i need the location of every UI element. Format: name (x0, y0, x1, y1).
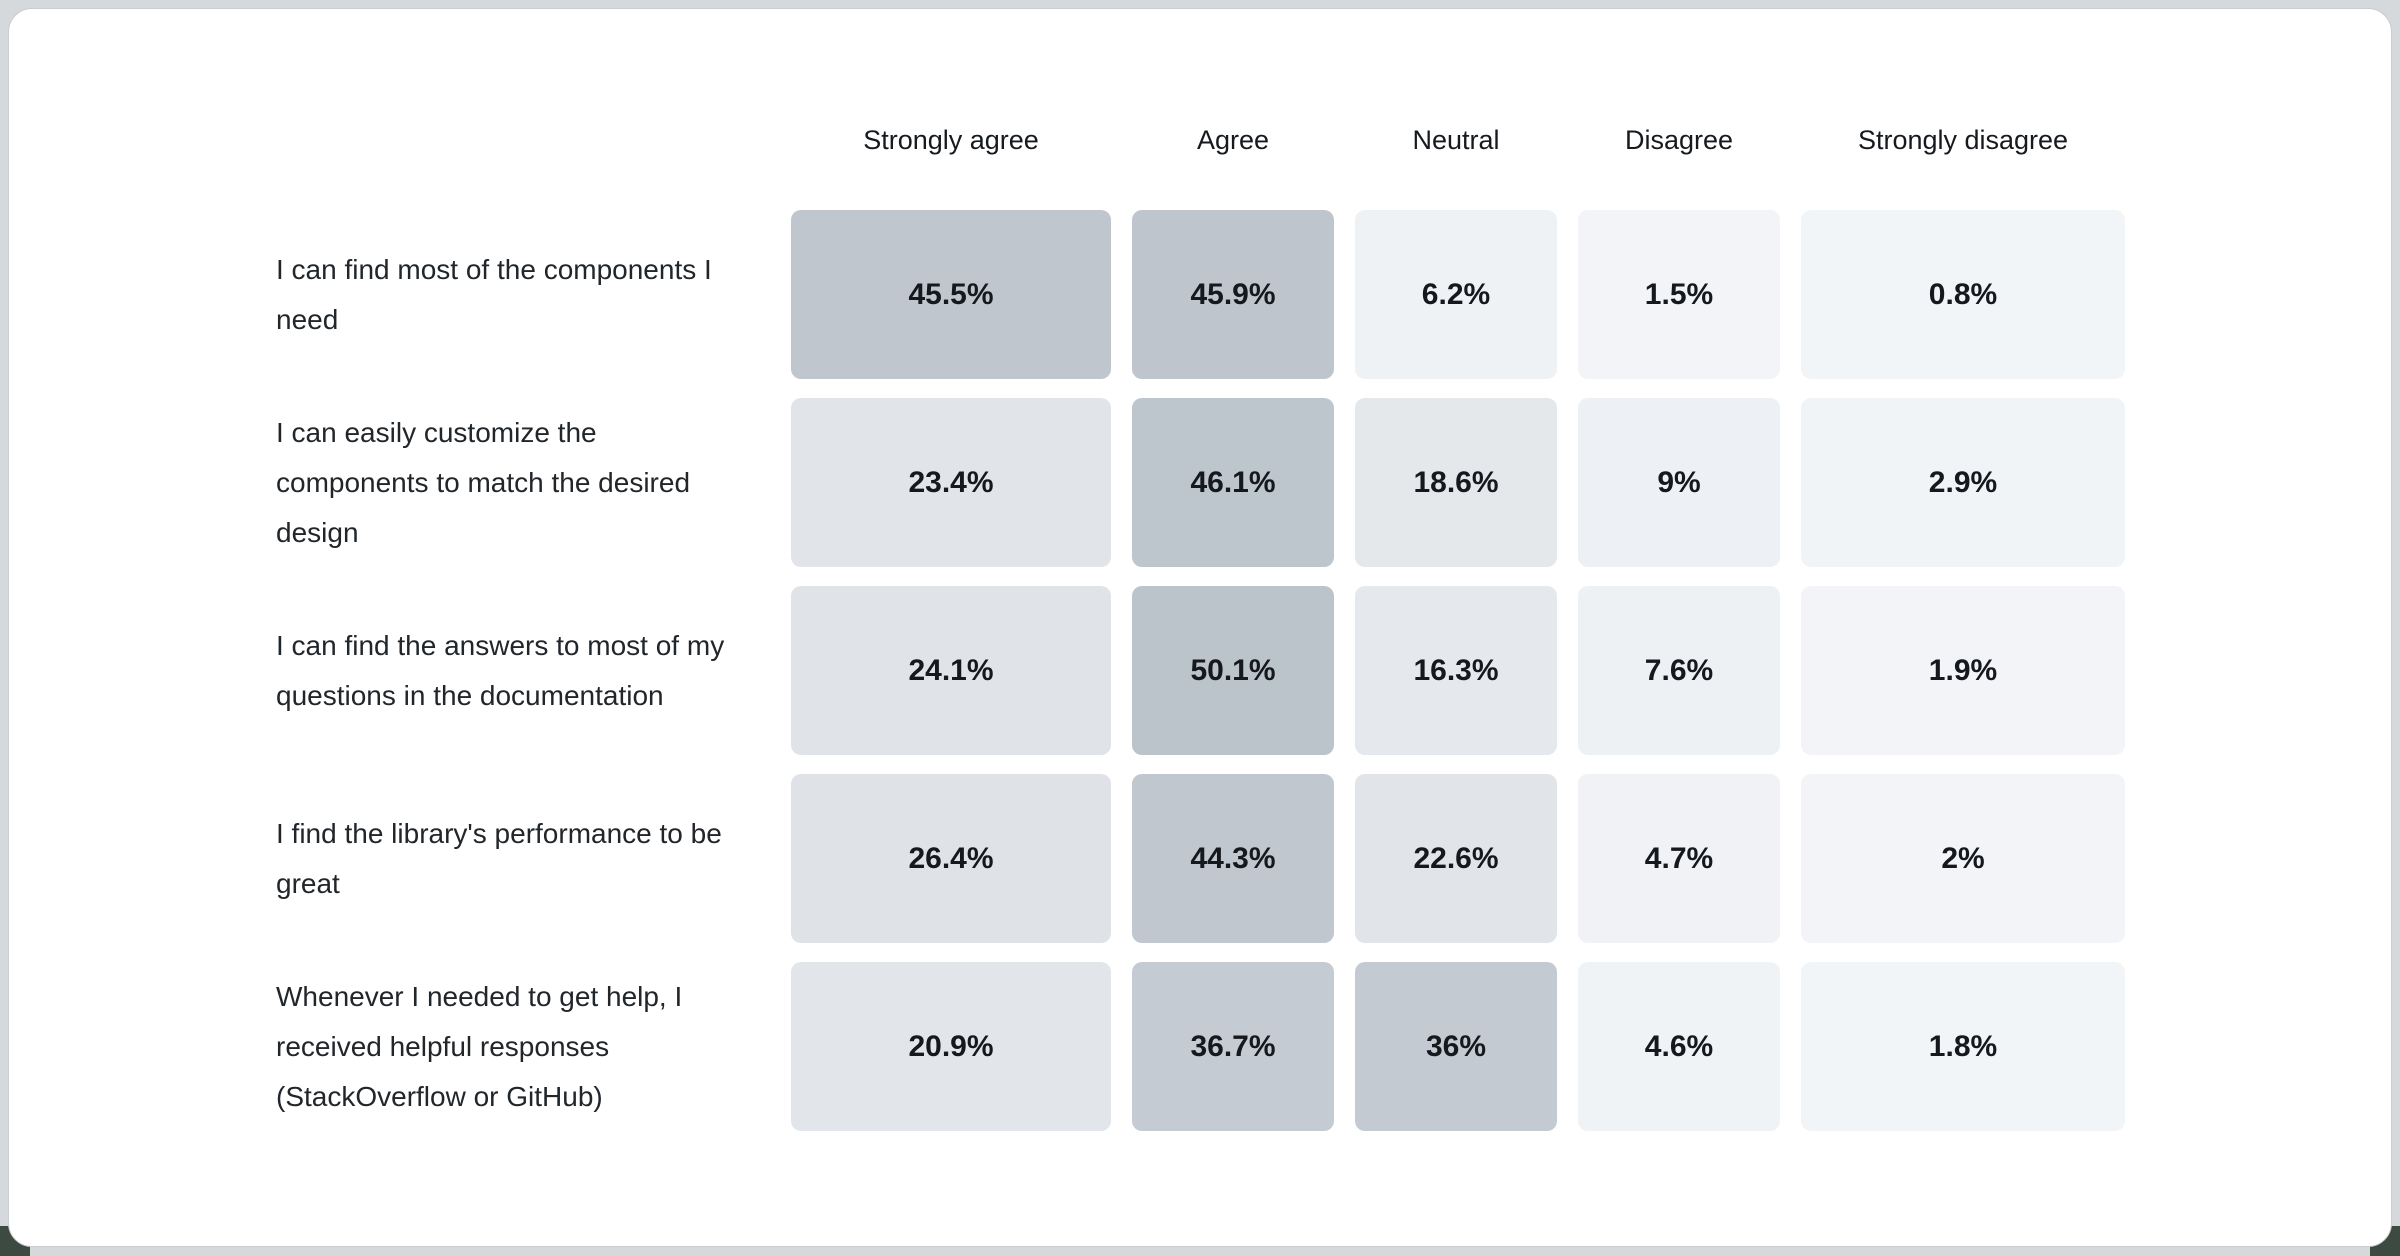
column-header: Disagree (1624, 124, 1734, 155)
heatmap-cell: 6.2% (1355, 210, 1557, 379)
survey-results-card: Strongly agree Agree Neutral Disagree Strong… (8, 8, 2392, 1247)
header-spacer (276, 89, 770, 191)
heatmap-cell: 23.4% (791, 398, 1111, 567)
heatmap-cell: 18.6% (1355, 398, 1557, 567)
heatmap-cell: 45.5% (791, 210, 1111, 379)
row-label: I find the library's performance to be g… (276, 817, 722, 899)
row-label: I can find the answers to most of my que… (276, 629, 725, 711)
column-header: Neutral (1412, 124, 1500, 155)
row-label: I can find most of the components I need (276, 253, 712, 335)
heatmap-cell: 0.8% (1801, 210, 2125, 379)
row-label: Whenever I needed to get help, I receive… (276, 980, 683, 1112)
heatmap-cell: 26.4% (791, 774, 1111, 943)
column-header: Strongly agree (863, 124, 1039, 155)
heatmap-cell: 22.6% (1355, 774, 1557, 943)
heatmap-cell: 44.3% (1132, 774, 1334, 943)
heatmap-cell: 36.7% (1132, 962, 1334, 1131)
heatmap-cell: 16.3% (1355, 586, 1557, 755)
column-header: Strongly disagree (1857, 124, 2069, 155)
heatmap-cell: 4.7% (1578, 774, 1780, 943)
heatmap-cell: 45.9% (1132, 210, 1334, 379)
heatmap-cell: 50.1% (1132, 586, 1334, 755)
heatmap-cell: 9% (1578, 398, 1780, 567)
heatmap-cell: 46.1% (1132, 398, 1334, 567)
heatmap-cell: 2.9% (1801, 398, 2125, 567)
heatmap-cell: 20.9% (791, 962, 1111, 1131)
heatmap-cell: 4.6% (1578, 962, 1780, 1131)
column-header: Agree (1196, 124, 1270, 155)
likert-heatmap: Strongly agree Agree Neutral Disagree Strong… (276, 89, 2125, 1131)
heatmap-cell: 24.1% (791, 586, 1111, 755)
heatmap-cell: 1.9% (1801, 586, 2125, 755)
heatmap-cell: 2% (1801, 774, 2125, 943)
heatmap-cell: 7.6% (1578, 586, 1780, 755)
heatmap-cell: 1.5% (1578, 210, 1780, 379)
heatmap-cell: 36% (1355, 962, 1557, 1131)
heatmap-cell: 1.8% (1801, 962, 2125, 1131)
row-label: I can easily customize the components to… (276, 416, 691, 548)
